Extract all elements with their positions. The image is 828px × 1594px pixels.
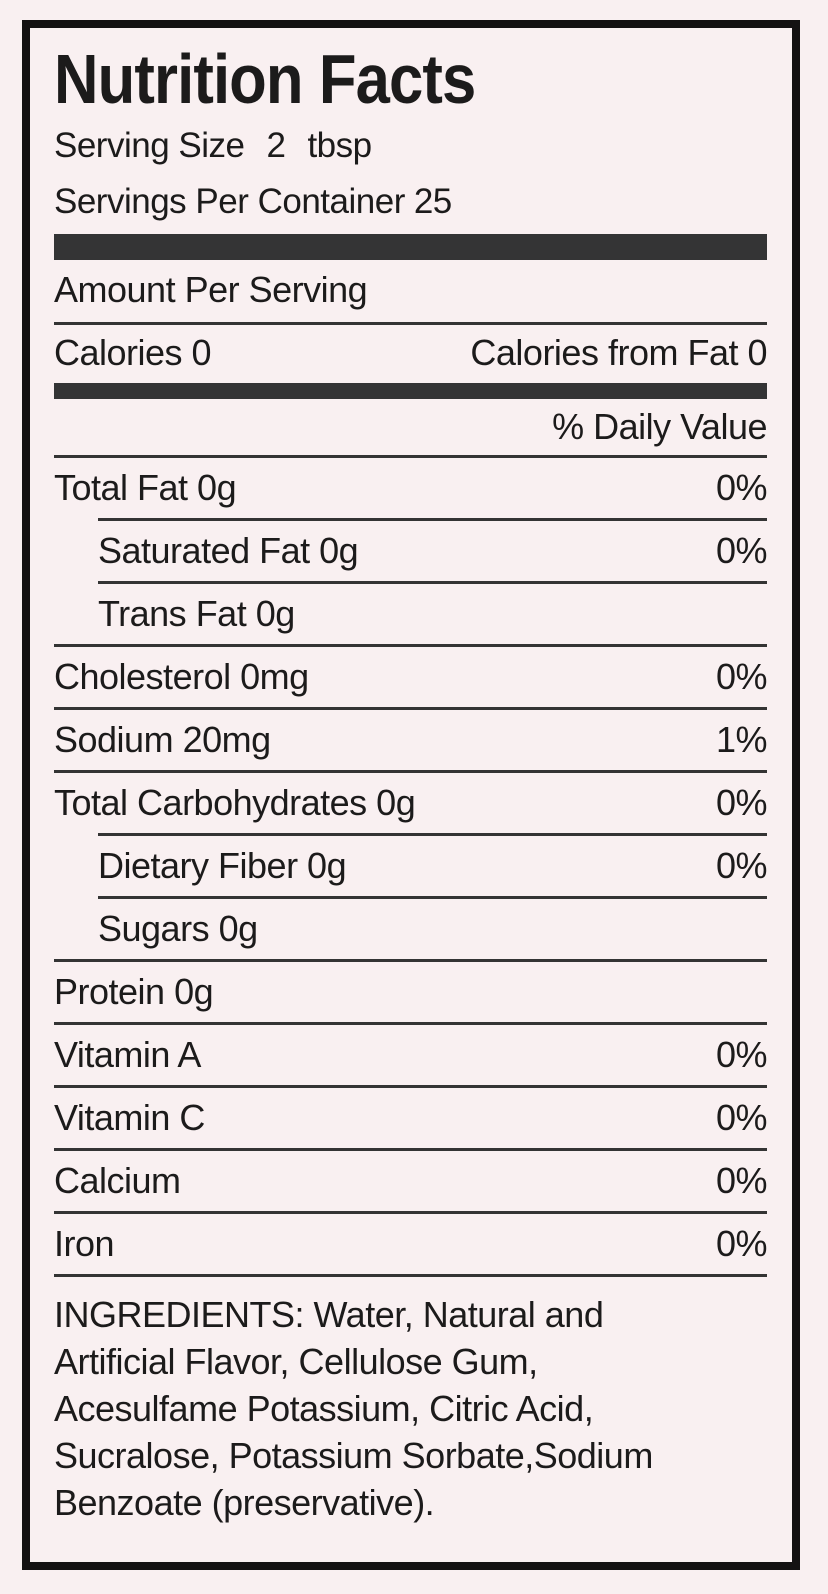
nutrient-daily-value: 0% xyxy=(715,1034,768,1075)
nutrient-name: Vitamin C xyxy=(54,1097,205,1138)
thick-separator-bar xyxy=(54,234,767,260)
daily-value-header: % Daily Value xyxy=(552,406,767,447)
ingredients-line: Sucralose, Potassium Sorbate,Sodium xyxy=(54,1435,653,1476)
servings-per-container-row: Servings Per Container 25 xyxy=(54,182,767,222)
nutrient-daily-value: 1% xyxy=(715,719,768,760)
ingredients-paragraph: INGREDIENTS: Water, Natural and Artifici… xyxy=(54,1274,767,1526)
ingredients-line: Benzoate (preservative). xyxy=(54,1482,435,1523)
nutrient-row-calcium: Calcium 0% xyxy=(54,1148,768,1211)
nutrient-daily-value: 0% xyxy=(715,530,768,571)
serving-size-amount: 2 xyxy=(266,126,286,165)
nutrient-daily-value: 0% xyxy=(715,782,768,823)
nutrient-row-trans-fat: Trans Fat 0g xyxy=(98,581,767,644)
nutrient-row-vitamin-a: Vitamin A 0% xyxy=(54,1022,768,1085)
servings-per-container-value: 25 xyxy=(413,182,452,221)
nutrient-name: Cholesterol 0mg xyxy=(54,656,309,697)
calories-row: Calories 0 Calories from Fat 0 xyxy=(54,325,767,383)
serving-size-unit: tbsp xyxy=(307,126,372,165)
calories-value: Calories 0 xyxy=(54,332,212,373)
nutrient-rows: Total Fat 0g 0% Saturated Fat 0g 0% Tran… xyxy=(54,455,768,1274)
calories-from-fat-value: Calories from Fat 0 xyxy=(470,332,767,373)
serving-size-label: Serving Size xyxy=(54,126,245,165)
nutrient-row-total-carbohydrates: Total Carbohydrates 0g 0% xyxy=(54,770,768,833)
nutrient-row-protein: Protein 0g xyxy=(54,959,767,1022)
nutrient-row-vitamin-c: Vitamin C 0% xyxy=(54,1085,768,1148)
serving-size-row: Serving Size 2 tbsp xyxy=(54,126,767,166)
servings-per-container-label: Servings Per Container xyxy=(54,182,405,221)
medium-separator-bar xyxy=(54,383,767,399)
nutrient-row-dietary-fiber: Dietary Fiber 0g 0% xyxy=(98,833,768,896)
nutrient-name: Sodium 20mg xyxy=(54,719,271,760)
nutrient-daily-value: 0% xyxy=(715,845,768,886)
nutrient-name: Calcium xyxy=(54,1160,181,1201)
nutrient-row-iron: Iron 0% xyxy=(54,1211,768,1274)
nutrient-daily-value: 0% xyxy=(715,1160,768,1201)
nutrient-name: Trans Fat 0g xyxy=(98,593,295,634)
nutrient-daily-value: 0% xyxy=(715,467,768,508)
ingredients-line: Acesulfame Potassium, Citric Acid, xyxy=(54,1388,594,1429)
label-title: Nutrition Facts xyxy=(54,40,476,118)
nutrient-name: Saturated Fat 0g xyxy=(98,530,359,571)
nutrient-name: Protein 0g xyxy=(54,971,214,1012)
nutrient-name: Total Fat 0g xyxy=(54,467,237,508)
nutrient-daily-value: 0% xyxy=(715,1223,768,1264)
nutrient-name: Dietary Fiber 0g xyxy=(98,845,347,886)
nutrient-row-total-fat: Total Fat 0g 0% xyxy=(54,455,768,518)
nutrient-name: Total Carbohydrates 0g xyxy=(54,782,416,823)
ingredients-line: INGREDIENTS: Water, Natural and xyxy=(54,1294,604,1335)
ingredients-line: Artificial Flavor, Cellulose Gum, xyxy=(54,1341,538,1382)
nutrient-row-sugars: Sugars 0g xyxy=(98,896,767,959)
nutrient-name: Sugars 0g xyxy=(98,908,258,949)
nutrition-facts-label: Nutrition Facts Serving Size 2 tbsp Serv… xyxy=(22,20,800,1570)
nutrient-name: Iron xyxy=(54,1223,115,1264)
amount-per-serving-header: Amount Per Serving xyxy=(54,260,767,325)
nutrient-row-cholesterol: Cholesterol 0mg 0% xyxy=(54,644,768,707)
nutrient-name: Vitamin A xyxy=(54,1034,201,1075)
nutrient-row-sodium: Sodium 20mg 1% xyxy=(54,707,768,770)
nutrient-daily-value: 0% xyxy=(715,1097,768,1138)
nutrient-daily-value: 0% xyxy=(715,656,768,697)
nutrient-row-saturated-fat: Saturated Fat 0g 0% xyxy=(98,518,768,581)
